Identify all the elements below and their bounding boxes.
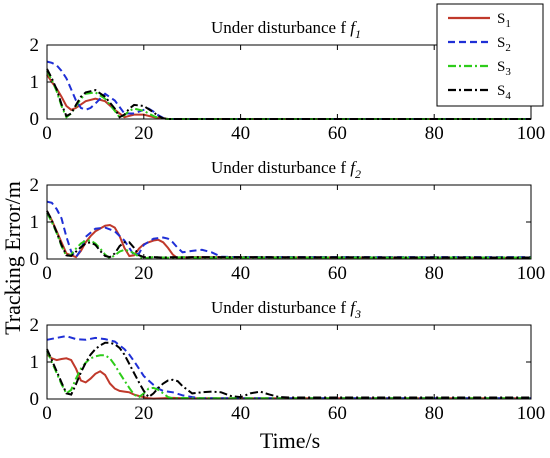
series-line-s3 <box>46 70 531 120</box>
x-tick-label: 60 <box>328 263 347 284</box>
subplot-title-symbol: f <box>346 18 357 37</box>
x-axis-label: Time/s <box>260 428 320 453</box>
y-tick-label: 1 <box>30 212 40 233</box>
series-line-s1 <box>46 353 531 400</box>
y-tick-label: 2 <box>30 315 40 336</box>
y-tick-label: 1 <box>30 72 40 93</box>
subplot-title: Under disturbance f f1 <box>211 18 361 41</box>
y-tick-label: 0 <box>30 109 40 130</box>
y-tick-label: 2 <box>30 175 40 196</box>
y-axis-label: Tracking Error/m <box>0 181 25 335</box>
x-tick-label: 100 <box>517 403 546 424</box>
subplot-3: Under disturbance f f3 0 20 40 60 80 100 0 1 2 <box>30 298 546 424</box>
subplot-title-symbol: f <box>346 158 357 177</box>
subplot-title: Under disturbance f f3 <box>211 298 361 321</box>
x-tick-label: 60 <box>328 403 347 424</box>
series-line-s4 <box>46 341 531 399</box>
x-tick-label: 20 <box>134 263 153 284</box>
plot-area-frame <box>46 324 532 400</box>
y-tick-label: 0 <box>30 249 40 270</box>
subplot-title: Under disturbance f f2 <box>211 158 361 181</box>
x-tick-label: 0 <box>42 403 52 424</box>
legend-label: S1 <box>497 11 511 30</box>
subplot-2: Under disturbance f f2 0 20 40 60 80 100 0 1 2 <box>30 158 546 284</box>
x-tick-label: 80 <box>425 403 444 424</box>
legend-label: S3 <box>497 59 511 78</box>
y-tick-label: 0 <box>30 389 40 410</box>
y-tick-label: 2 <box>30 35 40 56</box>
legend-label: S2 <box>497 35 511 54</box>
x-tick-label: 60 <box>328 123 347 144</box>
x-tick-label: 40 <box>231 403 250 424</box>
series-line-s3 <box>46 350 531 400</box>
legend-entry: S1 <box>448 11 511 30</box>
x-tick-label: 20 <box>134 123 153 144</box>
legend-entry: S2 <box>448 35 511 54</box>
x-tick-label: 100 <box>517 123 546 144</box>
series-line-s2 <box>46 60 531 120</box>
x-tick-label: 80 <box>425 263 444 284</box>
series-line-s4 <box>46 210 532 259</box>
series-line-s2 <box>46 200 531 259</box>
legend-entry: S4 <box>448 83 511 102</box>
legend: S1 S2 S3 S4 <box>436 3 544 107</box>
y-tick-label: 1 <box>30 352 40 373</box>
series-line-s2 <box>46 335 531 400</box>
x-tick-label: 0 <box>42 263 52 284</box>
legend-entry: S3 <box>448 59 511 78</box>
x-tick-label: 40 <box>231 123 250 144</box>
x-tick-label: 0 <box>42 123 52 144</box>
x-tick-label: 100 <box>517 263 546 284</box>
subplot-title-symbol: f <box>346 298 357 317</box>
x-tick-label: 40 <box>231 263 250 284</box>
legend-label: S4 <box>497 83 511 102</box>
x-tick-label: 20 <box>134 403 153 424</box>
subplot-1: Under disturbance f f1 0 20 40 60 80 100 0 1 2 <box>30 18 546 144</box>
series-line-s4 <box>46 68 531 120</box>
x-tick-label: 80 <box>425 123 444 144</box>
